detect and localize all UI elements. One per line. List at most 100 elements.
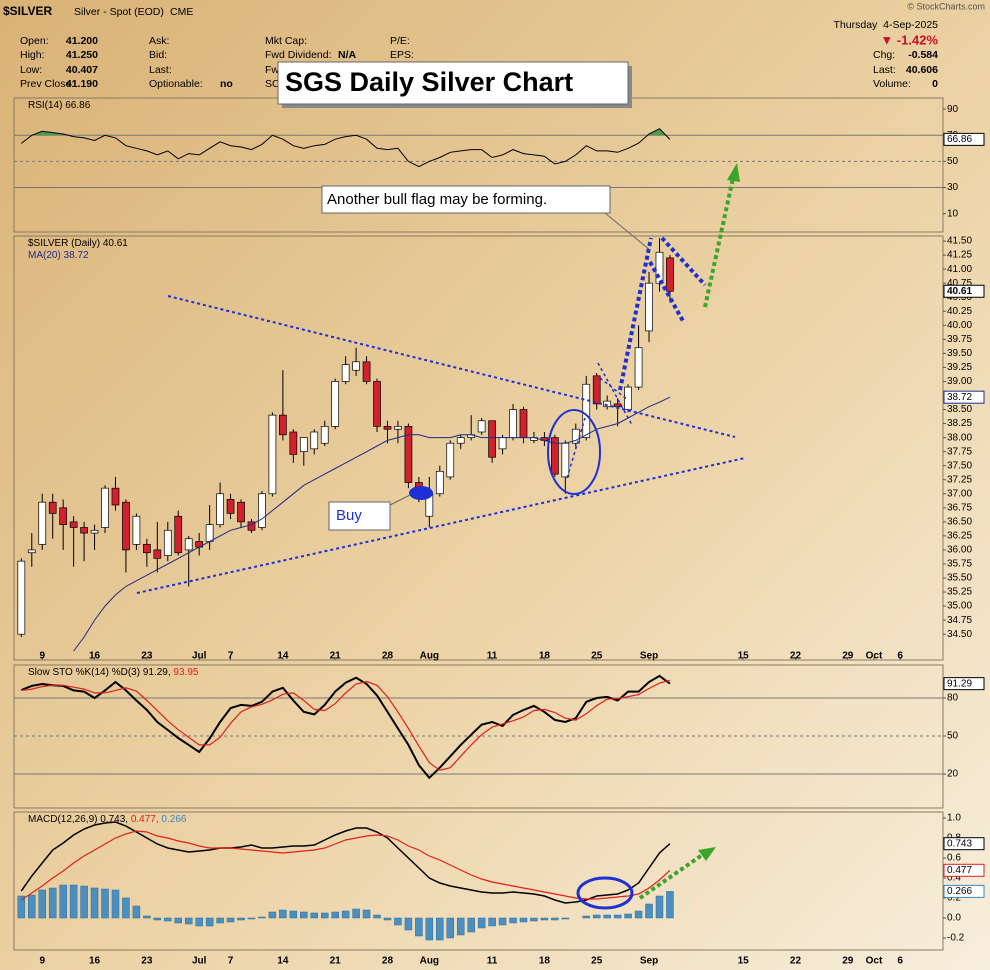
x-tick-label: 28 (382, 956, 394, 967)
legend-part: 0.266 (159, 814, 187, 825)
value-tag (943, 863, 985, 877)
histogram-bar (530, 917, 538, 922)
candle-body (320, 426, 329, 444)
buy-label: Buy (336, 507, 362, 524)
x-tick-label: 23 (141, 651, 153, 662)
value-tag-label: 40.61 (947, 286, 972, 297)
legend-part: Slow STO %K(14) %D(3) 91.29, (28, 667, 171, 678)
y-tick-label: 41.50 (947, 236, 972, 247)
histogram-bar (279, 909, 287, 919)
callout-text: Another bull flag may be forming. (327, 191, 547, 208)
field-value: 0 (932, 78, 938, 90)
candle-body (477, 420, 486, 433)
field-value: 40.606 (906, 64, 938, 76)
chart-title: SGS Daily Silver Chart (285, 67, 573, 97)
x-tick-label: 15 (738, 956, 750, 967)
histogram-bar (624, 913, 632, 919)
candle-body (592, 375, 601, 405)
candle-body (561, 442, 570, 478)
x-tick-label: 21 (330, 956, 342, 967)
candle-body (341, 364, 350, 382)
histogram-bar (310, 912, 319, 919)
candle-body (655, 251, 664, 284)
candle-body (603, 400, 612, 408)
field-value: 41.200 (66, 35, 98, 47)
histogram-bar (258, 916, 266, 919)
histogram-bar (320, 912, 329, 919)
x-tick-label: Jul (192, 651, 207, 662)
y-tick-label: 35.50 (947, 573, 972, 584)
field-value: 41.250 (66, 49, 98, 61)
histogram-bar (80, 885, 88, 919)
candle-body (48, 501, 57, 514)
candle-body (435, 470, 444, 495)
histogram-bar (143, 915, 151, 919)
candle-body (101, 487, 109, 528)
histogram-bar (111, 889, 120, 919)
candle-body (394, 426, 402, 430)
x-tick-label: 29 (842, 956, 854, 967)
histogram-bar (90, 887, 99, 919)
instrument-name: Silver - Spot (EOD) (74, 6, 164, 18)
y-tick-label: 34.50 (947, 629, 972, 640)
y-tick-label: 39.50 (947, 348, 972, 359)
histogram-bar (164, 917, 172, 922)
field-label: Last: (873, 64, 896, 76)
histogram-bar (101, 888, 109, 919)
y-tick-label: 50 (947, 156, 959, 167)
legend: MACD(12,26,9) 0.743, 0.477, 0.266 (28, 814, 187, 825)
series-line (20, 674, 671, 780)
candle-body (268, 414, 277, 495)
candle-body (174, 515, 183, 554)
histogram-bar (498, 917, 507, 926)
candle-body (299, 437, 308, 453)
panel-frame (13, 235, 944, 661)
x-tick-label: Oct (866, 651, 883, 662)
x-tick-label: 9 (39, 956, 45, 967)
x-tick-label: 16 (89, 651, 101, 662)
x-tick-label: 25 (591, 651, 603, 662)
x-tick-label: 7 (228, 956, 234, 967)
histogram-bar (404, 917, 413, 931)
histogram-bar (362, 909, 371, 919)
candle-body (237, 501, 245, 523)
histogram-bar (551, 917, 559, 921)
candle-body (205, 524, 214, 542)
y-tick-label: 39.25 (947, 362, 972, 373)
histogram-bar (69, 884, 78, 919)
histogram-bar (289, 910, 298, 919)
histogram-bar (28, 894, 36, 919)
macd-arrow (638, 851, 707, 900)
field-label: Bid: (149, 49, 167, 61)
candle-body (17, 560, 26, 635)
histogram-bar (582, 915, 591, 919)
candle-body (111, 487, 120, 506)
highlight-ellipse (547, 409, 601, 495)
field-label: Volume: (873, 78, 911, 90)
candle-body (153, 549, 162, 559)
arrow-head (727, 163, 740, 182)
field-label: Prev Close: (20, 78, 74, 90)
x-tick-label: 18 (539, 651, 551, 662)
candle-body (143, 543, 151, 554)
candle-body (551, 437, 559, 475)
y-tick-label: 0.2 (947, 893, 961, 904)
y-tick-label: 37.75 (947, 446, 972, 457)
histogram-bar (394, 917, 402, 926)
histogram-bar (300, 911, 308, 919)
y-tick-label: 40.25 (947, 306, 972, 317)
y-tick-label: 50 (947, 731, 959, 742)
y-tick-label: 36.00 (947, 545, 972, 556)
histogram-bar (425, 917, 434, 941)
value-tag-label: 66.86 (947, 134, 972, 145)
histogram-bar (592, 914, 601, 919)
arrow-head (698, 847, 716, 861)
flag-line (566, 417, 586, 479)
field-label: Chg: (873, 49, 895, 61)
histogram-bar (373, 914, 381, 919)
flag-pole (618, 237, 653, 391)
candle-body (226, 499, 235, 514)
legend-part: $SILVER (Daily) 40.61 (28, 238, 128, 249)
panel-frame (13, 664, 944, 809)
